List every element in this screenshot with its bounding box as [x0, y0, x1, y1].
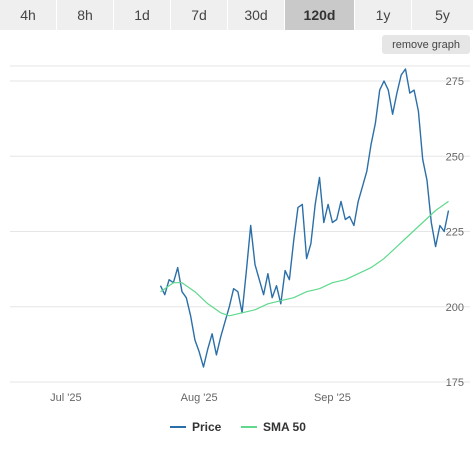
x-tick-label: Aug '25: [181, 392, 218, 404]
tab-30d[interactable]: 30d: [228, 0, 285, 30]
tab-8h[interactable]: 8h: [57, 0, 114, 30]
y-tick-label: 225: [446, 227, 464, 239]
x-tick-label: Sep '25: [314, 392, 351, 404]
series-line-sma-50: [160, 200, 449, 317]
tab-1d[interactable]: 1d: [114, 0, 171, 30]
chart-legend: Price SMA 50: [0, 420, 474, 438]
legend-line-sma: [241, 426, 257, 428]
legend-label-price: Price: [192, 420, 222, 434]
legend-line-price: [170, 426, 186, 428]
legend-item-price[interactable]: Price: [170, 420, 221, 434]
legend-item-sma[interactable]: SMA 50: [241, 420, 306, 434]
y-tick-label: 275: [446, 76, 464, 88]
tab-120d[interactable]: 120d: [285, 0, 355, 30]
y-tick-label: 250: [446, 151, 464, 163]
x-axis-ticks: Jul '25 Aug '25 Sep '25: [50, 392, 351, 404]
tab-4h[interactable]: 4h: [0, 0, 57, 30]
series-line-price: [159, 68, 450, 368]
timeframe-tabs: 4h 8h 1d 7d 30d 120d 1y 5y: [0, 0, 474, 30]
y-tick-label: 175: [446, 377, 464, 389]
y-axis-ticks: 175 200 225 250 275: [446, 76, 464, 389]
legend-label-sma: SMA 50: [263, 420, 306, 434]
tab-7d[interactable]: 7d: [171, 0, 228, 30]
tab-5y[interactable]: 5y: [412, 0, 474, 30]
chart-series: [159, 68, 450, 368]
x-tick-label: Jul '25: [50, 392, 81, 404]
remove-graph-button[interactable]: remove graph: [382, 35, 470, 54]
tab-1y[interactable]: 1y: [355, 0, 412, 30]
chart-gridlines: [10, 65, 470, 383]
y-tick-label: 200: [446, 302, 464, 314]
